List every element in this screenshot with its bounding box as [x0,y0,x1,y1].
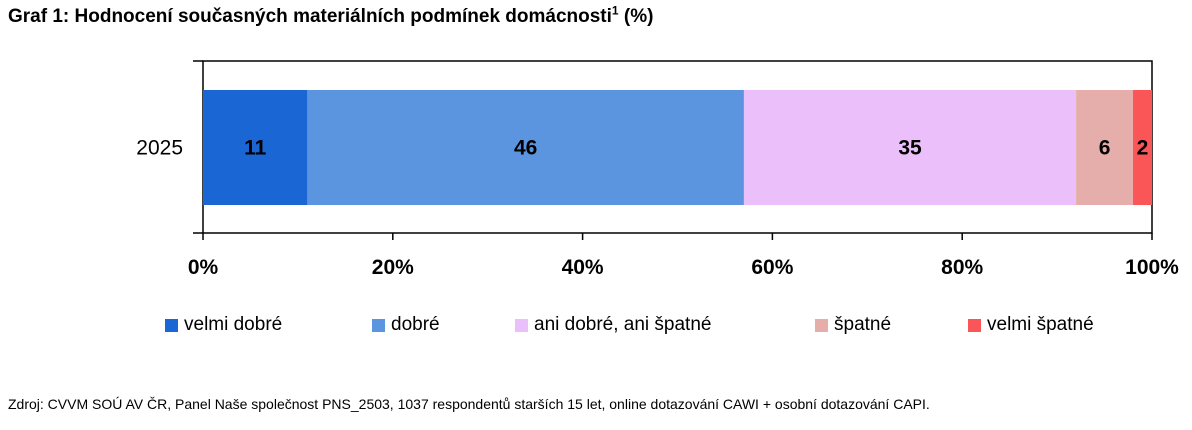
source-note: Zdroj: CVVM SOÚ AV ČR, Panel Naše společ… [8,396,930,412]
bar-segment-5 [1133,90,1152,205]
bar-segment-3 [743,90,1077,205]
x-tick-label: 100% [1125,256,1179,279]
legend-label: dobré [391,314,440,335]
x-tick-label: 60% [751,256,793,279]
data-label: 2 [1137,137,1149,160]
x-tick-label: 0% [188,256,219,279]
x-tick-label: 40% [562,256,604,279]
stacked-bar-chart: 11 46 35 6 2 2025 0% 20% 40% 60% 80% 100% [136,60,1179,279]
data-label: 6 [1099,137,1111,160]
data-label: 46 [514,137,537,160]
legend-item: velmi dobré [165,314,282,336]
legend-item: ani dobré, ani špatné [515,314,711,336]
legend-label: špatné [834,314,892,335]
legend-item: špatné [815,314,891,336]
chart-legend: velmi dobré dobré ani dobré, ani špatné špa… [165,314,1155,340]
bar-segment-4 [1076,90,1134,205]
data-label: 35 [898,137,922,160]
x-tick-label: 80% [941,256,983,279]
legend-label: velmi špatné [987,314,1094,335]
legend-item: velmi špatné [968,314,1094,336]
legend-swatch [372,318,385,332]
legend-swatch [815,318,828,332]
legend-label: velmi dobré [184,314,283,335]
chart-title-suffix: (%) [618,6,654,27]
data-label: 11 [244,137,267,160]
legend-item: dobré [372,314,440,336]
legend-swatch [165,318,178,332]
chart-title-footnote-mark: 1 [611,3,619,18]
y-tick-label: 2025 [136,137,183,160]
bar-segment-2 [307,90,744,205]
x-tick-label: 20% [372,256,414,279]
legend-label: ani dobré, ani špatné [534,314,712,335]
bar-segment-1 [203,90,308,205]
chart-title: Graf 1: Hodnocení současných materiálníc… [8,3,654,28]
legend-swatch [968,318,981,332]
legend-swatch [515,318,528,332]
chart-title-text: Graf 1: Hodnocení současných materiálníc… [8,6,612,27]
